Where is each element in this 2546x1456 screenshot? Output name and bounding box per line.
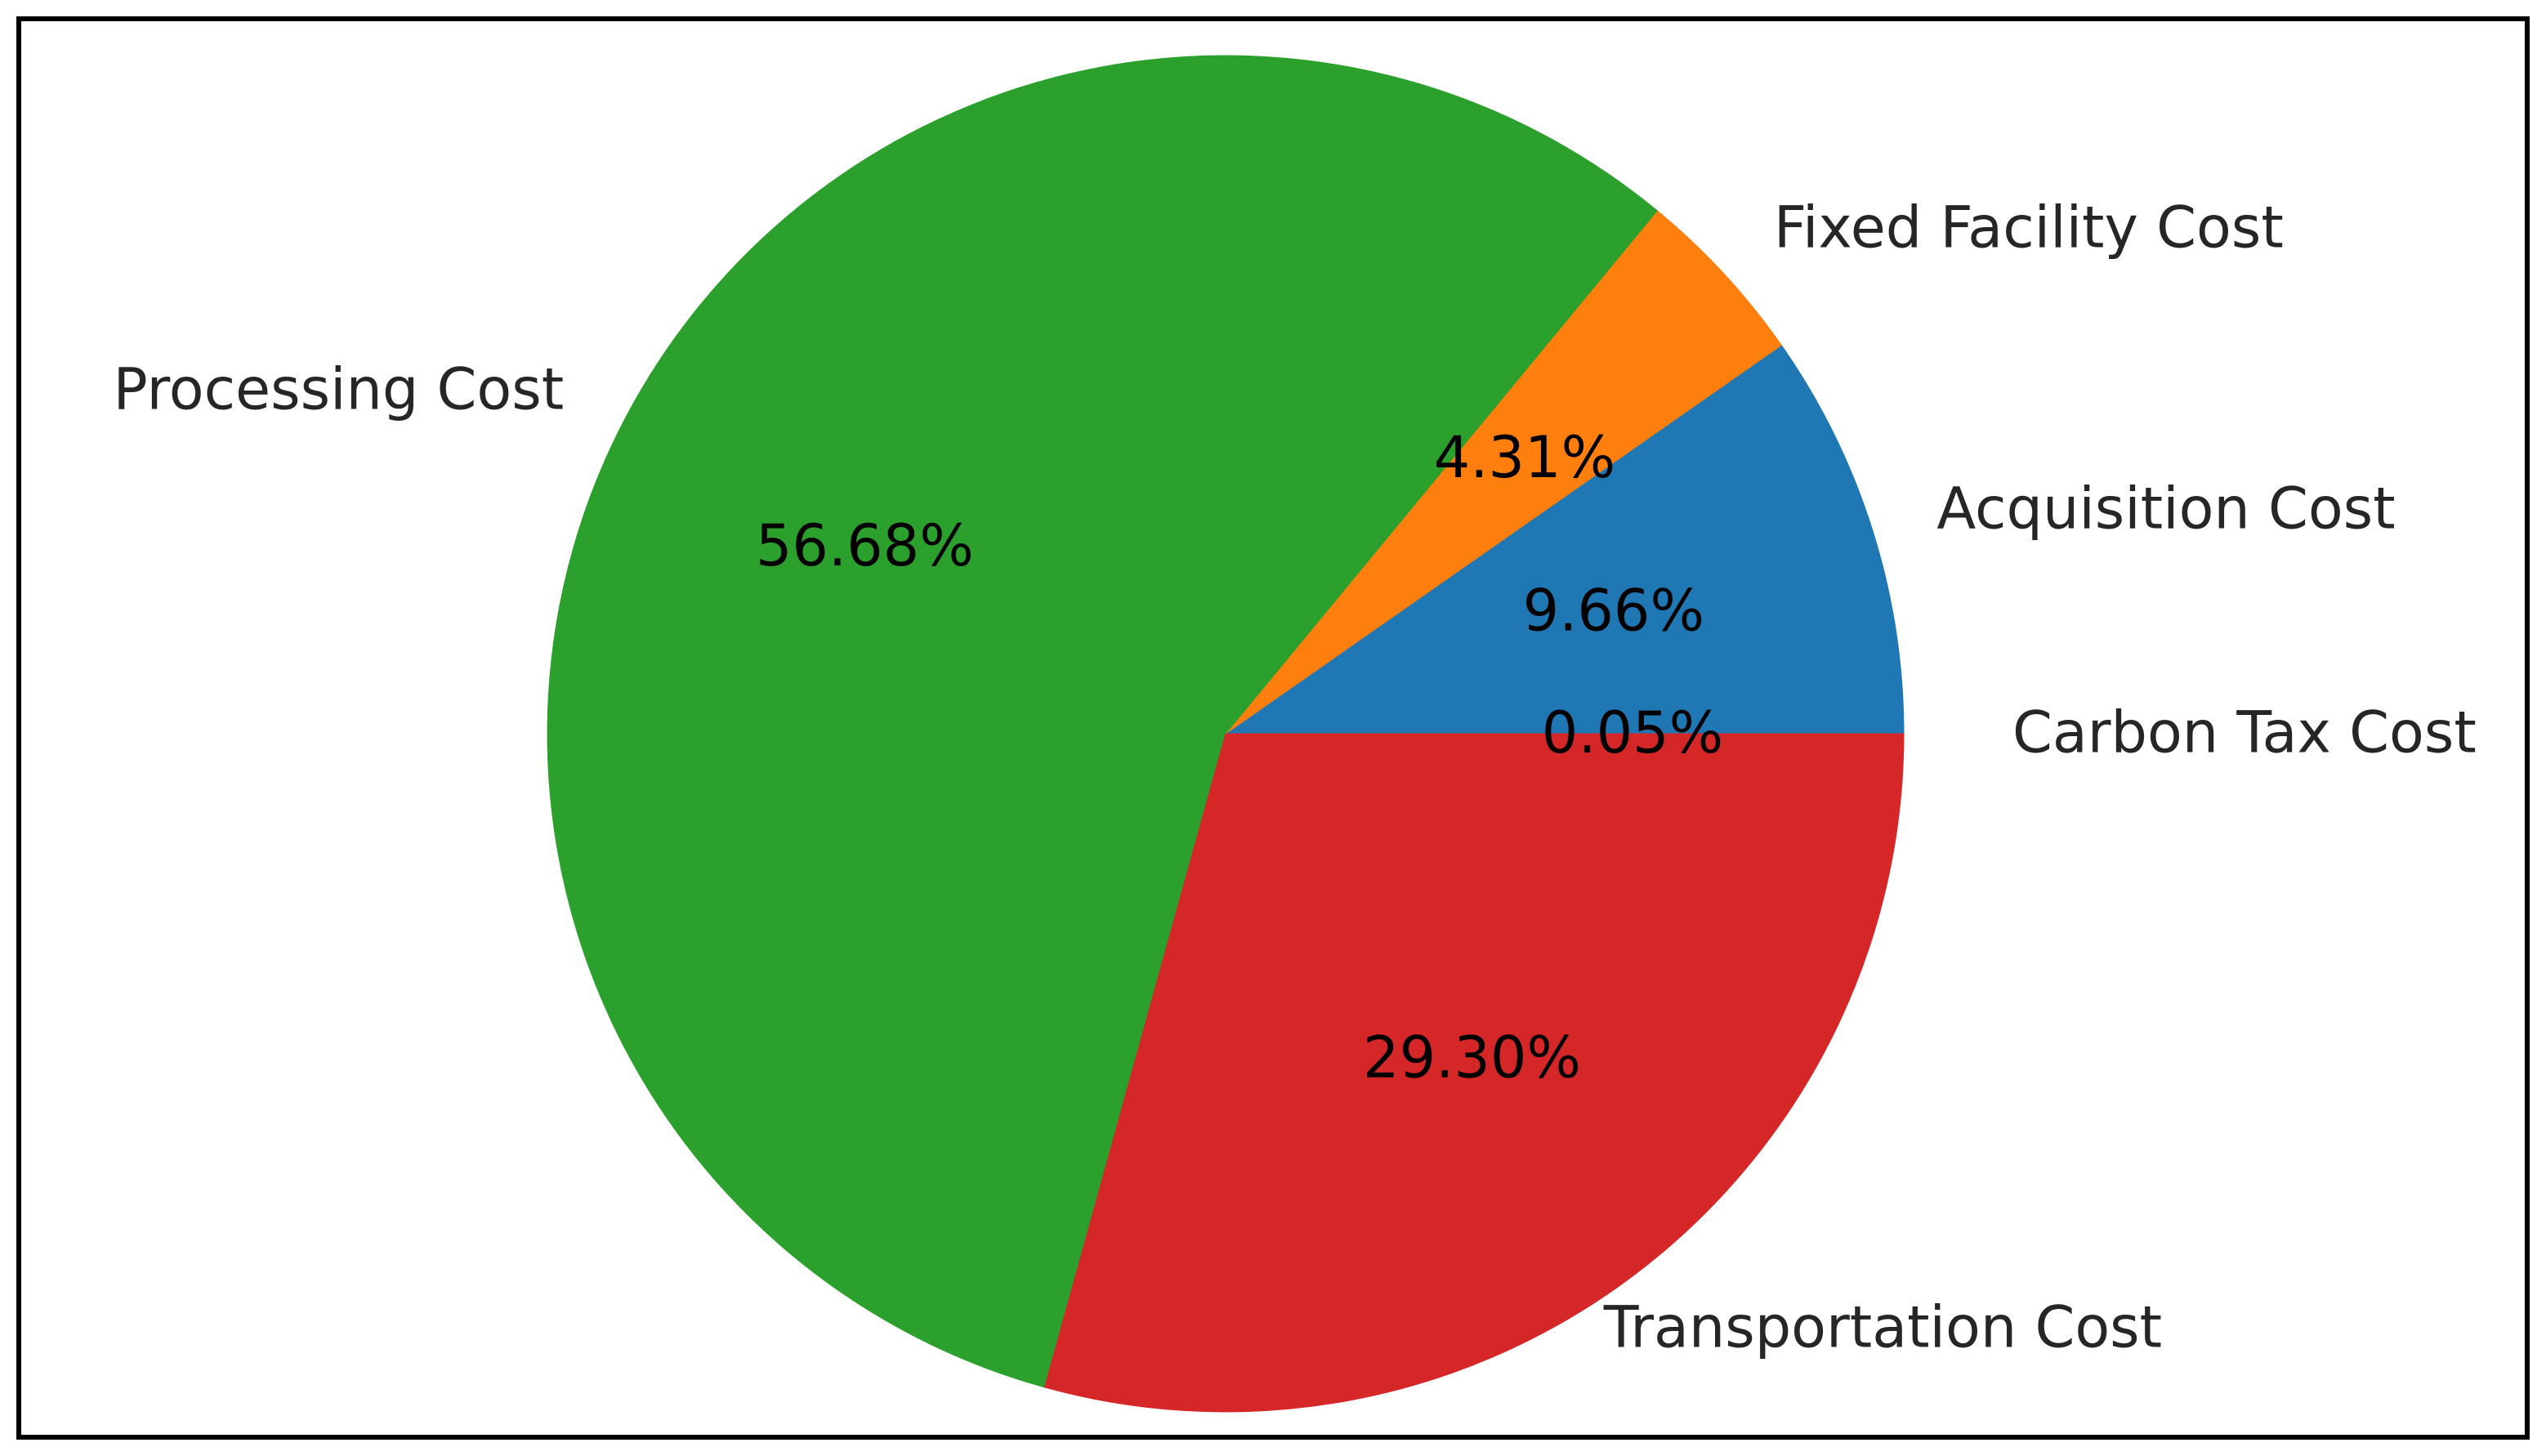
slice-label-fixed-facility-cost: Fixed Facility Cost: [1774, 194, 2284, 261]
pie-slice-acquisition-cost: [1224, 344, 1905, 735]
pct-label-transportation-cost: 29.30%: [1363, 1024, 1581, 1091]
pie-slices: [547, 55, 1905, 1413]
pct-label-carbon-tax-cost: 0.05%: [1542, 699, 1723, 766]
pct-label-acquisition-cost: 9.66%: [1523, 578, 1704, 645]
slice-label-carbon-tax-cost: Carbon Tax Cost: [2012, 699, 2477, 766]
pct-label-fixed-facility-cost: 4.31%: [1434, 424, 1615, 491]
pie-slice-transportation-cost: [1043, 733, 1905, 1413]
slice-label-acquisition-cost: Acquisition Cost: [1936, 475, 2395, 542]
slice-label-transportation-cost: Transportation Cost: [1603, 1294, 2162, 1361]
pct-label-processing-cost: 56.68%: [756, 512, 974, 579]
pie-slice-fixed-facility-cost: [1225, 210, 1782, 735]
slice-label-processing-cost: Processing Cost: [114, 355, 565, 422]
pie-labels: Carbon Tax Cost 0.05% Acquisition Cost 9.66…: [114, 194, 2477, 1361]
pie-slice-processing-cost: [547, 55, 1658, 1388]
